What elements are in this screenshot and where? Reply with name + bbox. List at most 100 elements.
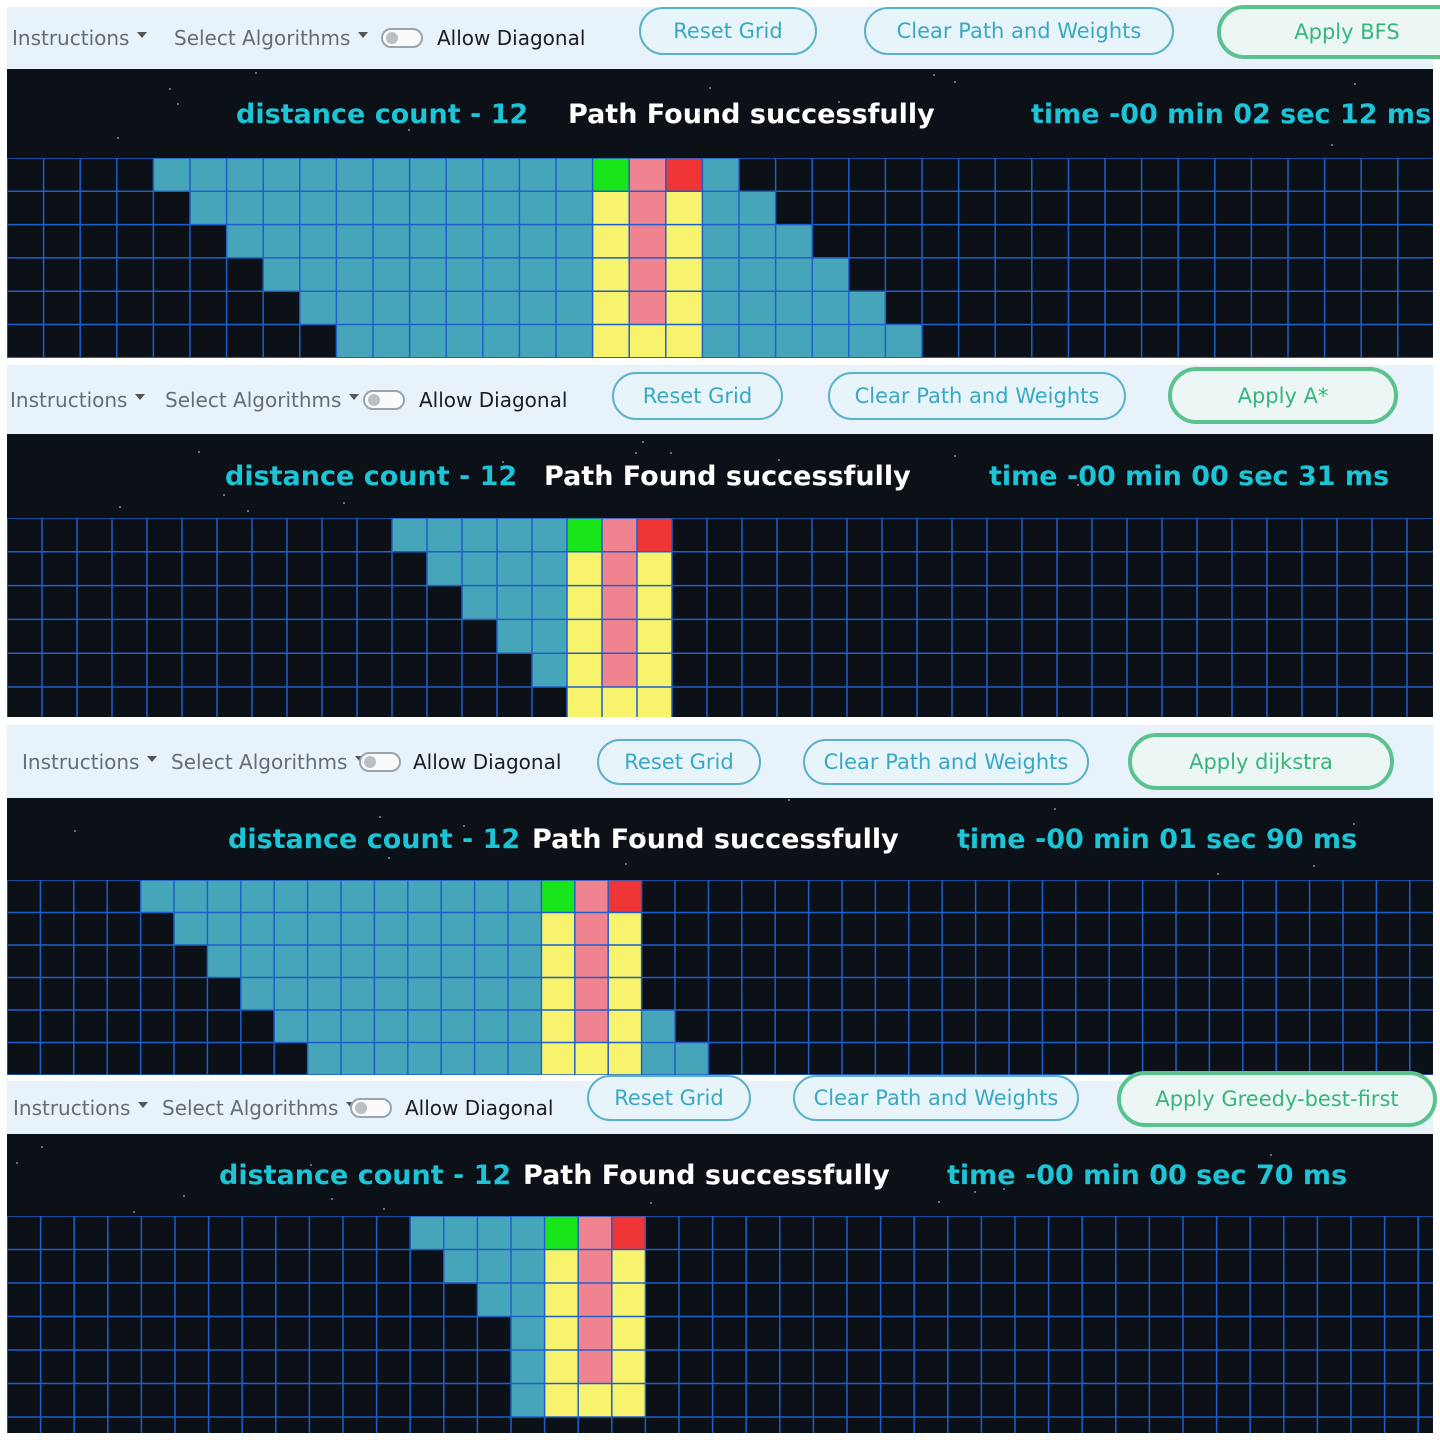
visited-cell[interactable] xyxy=(407,912,442,946)
visited-cell[interactable] xyxy=(373,291,410,325)
visited-cell[interactable] xyxy=(274,945,308,978)
path-cell[interactable] xyxy=(637,619,672,654)
visited-cell[interactable] xyxy=(511,1383,545,1418)
grid-canvas[interactable] xyxy=(7,158,1433,358)
allow-diagonal-toggle[interactable] xyxy=(363,389,405,410)
visited-cell[interactable] xyxy=(446,257,483,292)
visited-cell[interactable] xyxy=(519,324,556,358)
path-cell[interactable] xyxy=(608,912,642,946)
path-center-cell[interactable] xyxy=(602,518,637,552)
visited-cell[interactable] xyxy=(702,224,739,258)
path-cell[interactable] xyxy=(567,687,602,717)
visited-cell[interactable] xyxy=(336,191,373,225)
visited-cell[interactable] xyxy=(341,977,375,1011)
path-center-cell[interactable] xyxy=(629,257,666,292)
visited-cell[interactable] xyxy=(482,191,520,225)
path-cell[interactable] xyxy=(611,1316,646,1351)
start-node[interactable] xyxy=(567,518,602,552)
apply-algorithm-button[interactable]: Apply A* xyxy=(1168,367,1398,424)
visited-cell[interactable] xyxy=(409,257,447,292)
visited-cell[interactable] xyxy=(511,1249,545,1284)
grid[interactable] xyxy=(7,880,1433,1075)
visited-cell[interactable] xyxy=(441,945,475,978)
visited-cell[interactable] xyxy=(508,1042,542,1076)
path-cell[interactable] xyxy=(541,945,575,978)
path-center-cell[interactable] xyxy=(629,191,666,225)
visited-cell[interactable] xyxy=(446,324,483,358)
path-cell[interactable] xyxy=(592,224,630,258)
path-cell[interactable] xyxy=(611,1249,646,1284)
visited-cell[interactable] xyxy=(190,191,227,225)
path-cell[interactable] xyxy=(567,653,602,687)
reset-grid-button[interactable]: Reset Grid xyxy=(597,739,761,785)
visited-cell[interactable] xyxy=(373,191,410,225)
path-cell[interactable] xyxy=(592,291,630,325)
visited-cell[interactable] xyxy=(739,224,776,258)
path-cell[interactable] xyxy=(592,324,630,358)
path-center-cell[interactable] xyxy=(629,291,666,325)
visited-cell[interactable] xyxy=(407,880,442,913)
end-node[interactable] xyxy=(608,880,642,913)
visited-cell[interactable] xyxy=(519,191,556,225)
path-cell[interactable] xyxy=(544,1383,579,1418)
instructions-dropdown[interactable]: Instructions xyxy=(13,1081,149,1134)
select-algorithms-dropdown[interactable]: Select Algorithms xyxy=(174,7,369,69)
visited-cell[interactable] xyxy=(392,518,427,552)
visited-cell[interactable] xyxy=(410,1216,444,1250)
visited-cell[interactable] xyxy=(341,1042,375,1076)
path-cell[interactable] xyxy=(544,1350,579,1384)
path-cell[interactable] xyxy=(611,1350,646,1384)
visited-cell[interactable] xyxy=(427,518,462,552)
path-cell[interactable] xyxy=(541,977,575,1011)
path-cell[interactable] xyxy=(637,653,672,687)
path-cell[interactable] xyxy=(567,551,602,586)
visited-cell[interactable] xyxy=(373,224,410,258)
grid[interactable] xyxy=(7,1216,1433,1433)
visited-cell[interactable] xyxy=(274,977,308,1011)
visited-cell[interactable] xyxy=(508,1010,542,1043)
path-cell[interactable] xyxy=(544,1283,579,1317)
visited-cell[interactable] xyxy=(532,518,567,552)
visited-cell[interactable] xyxy=(240,912,275,946)
path-cell[interactable] xyxy=(574,1042,609,1076)
visited-cell[interactable] xyxy=(226,191,264,225)
visited-cell[interactable] xyxy=(207,912,241,946)
path-cell[interactable] xyxy=(608,1010,642,1043)
path-center-cell[interactable] xyxy=(602,619,637,654)
path-cell[interactable] xyxy=(665,324,703,358)
visited-cell[interactable] xyxy=(556,158,593,192)
path-center-cell[interactable] xyxy=(574,880,609,913)
visited-cell[interactable] xyxy=(374,945,408,978)
path-center-cell[interactable] xyxy=(574,912,609,946)
visited-cell[interactable] xyxy=(556,224,593,258)
visited-cell[interactable] xyxy=(407,1010,442,1043)
visited-cell[interactable] xyxy=(474,977,508,1011)
visited-cell[interactable] xyxy=(702,291,739,325)
path-cell[interactable] xyxy=(592,191,630,225)
grid-canvas[interactable] xyxy=(7,880,1433,1075)
select-algorithms-dropdown[interactable]: Select Algorithms xyxy=(162,1081,357,1134)
grid[interactable] xyxy=(7,518,1433,717)
path-center-cell[interactable] xyxy=(574,977,609,1011)
visited-cell[interactable] xyxy=(409,291,447,325)
path-cell[interactable] xyxy=(637,687,672,717)
visited-cell[interactable] xyxy=(226,158,264,192)
visited-cell[interactable] xyxy=(474,912,508,946)
path-center-cell[interactable] xyxy=(578,1283,612,1317)
apply-algorithm-button[interactable]: Apply Greedy-best-first xyxy=(1117,1071,1437,1127)
visited-cell[interactable] xyxy=(446,291,483,325)
visited-cell[interactable] xyxy=(336,158,373,192)
path-cell[interactable] xyxy=(567,585,602,620)
path-center-cell[interactable] xyxy=(574,1010,609,1043)
visited-cell[interactable] xyxy=(263,191,300,225)
visited-cell[interactable] xyxy=(226,224,264,258)
visited-cell[interactable] xyxy=(299,257,337,292)
visited-cell[interactable] xyxy=(374,912,408,946)
visited-cell[interactable] xyxy=(409,191,447,225)
visited-cell[interactable] xyxy=(641,1010,675,1043)
visited-cell[interactable] xyxy=(240,945,275,978)
visited-cell[interactable] xyxy=(307,912,341,946)
start-node[interactable] xyxy=(541,880,575,913)
visited-cell[interactable] xyxy=(341,880,375,913)
visited-cell[interactable] xyxy=(374,880,408,913)
